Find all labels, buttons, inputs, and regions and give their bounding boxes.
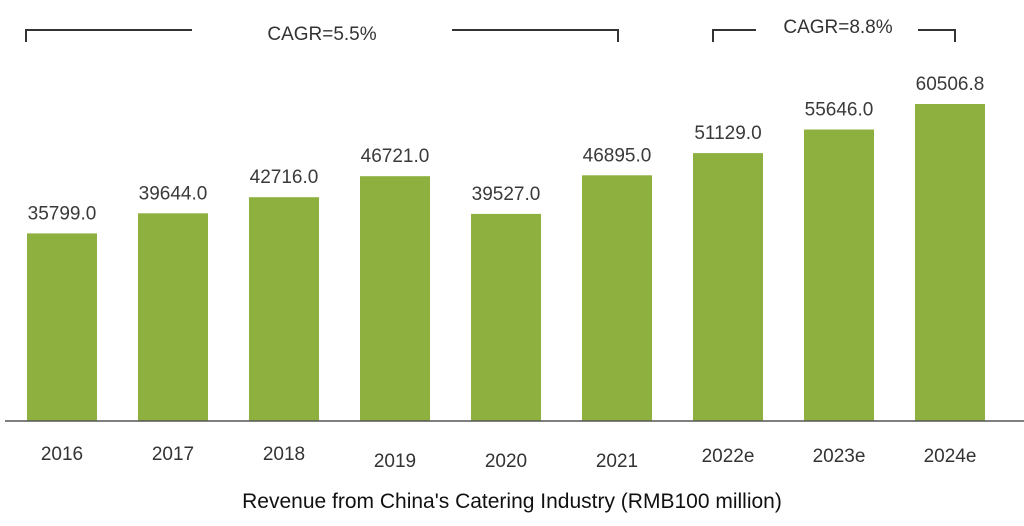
x-tick-2022e: 2022e	[702, 446, 755, 467]
x-tick-2017: 2017	[152, 444, 194, 465]
bar-2024e	[915, 104, 985, 421]
cagr-label-1: CAGR=5.5%	[267, 24, 376, 45]
x-axis-ticks: 2016 2017 2018 2019 2020 2021 2022e 2023e 2024e	[41, 444, 977, 472]
value-label-2020: 39527.0	[472, 184, 541, 205]
bar-2020	[471, 213, 541, 421]
cagr-label-2: CAGR=8.8%	[783, 17, 892, 38]
value-label-2022e: 51129.0	[694, 123, 761, 144]
cagr-bracket-2: CAGR=8.8%	[712, 17, 956, 42]
value-label-2016: 35799.0	[28, 203, 97, 224]
cagr-bracket-1: CAGR=5.5%	[25, 24, 619, 45]
bar-2022e	[693, 153, 763, 421]
x-tick-2018: 2018	[263, 444, 305, 465]
value-label-2024e: 60506.8	[916, 74, 985, 95]
x-tick-2021: 2021	[596, 451, 638, 472]
x-tick-2019: 2019	[374, 451, 416, 472]
value-labels: 35799.0 39644.0 42716.0 46721.0 39527.0 46895…	[28, 74, 985, 224]
bar-2019	[360, 176, 430, 421]
x-tick-2023e: 2023e	[813, 446, 866, 467]
bar-2023e	[804, 129, 874, 421]
cagr-bracket-left-1	[25, 29, 192, 42]
bar-2016	[27, 233, 97, 421]
cagr-bracket-right-2	[918, 29, 956, 42]
cagr-bracket-right-1	[452, 29, 619, 42]
cagr-bracket-left-2	[712, 29, 756, 42]
cagr-annotations: CAGR=5.5% CAGR=8.8%	[25, 17, 956, 45]
value-label-2018: 42716.0	[250, 167, 319, 188]
x-tick-2024e: 2024e	[924, 446, 977, 467]
bar-2018	[249, 197, 319, 421]
x-tick-2016: 2016	[41, 444, 83, 465]
value-label-2017: 39644.0	[139, 183, 208, 204]
bar-2021	[582, 175, 652, 421]
bar-2017	[138, 213, 208, 421]
chart-title: Revenue from China's Catering Industry (…	[242, 490, 782, 513]
value-label-2021: 46895.0	[583, 145, 652, 166]
value-label-2019: 46721.0	[361, 146, 430, 167]
bars	[27, 104, 985, 421]
x-tick-2020: 2020	[485, 451, 527, 472]
value-label-2023e: 55646.0	[805, 100, 874, 121]
